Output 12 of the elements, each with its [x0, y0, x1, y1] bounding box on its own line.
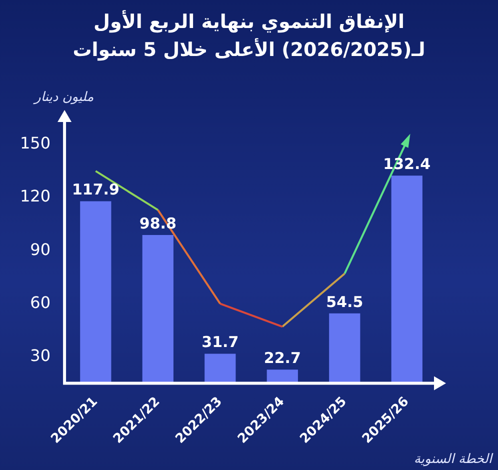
- y-axis-title: مليون دينار: [32, 90, 94, 105]
- chart-title: الإنفاق التنموي بنهاية الربع الأول لـ(2026/2025) الأعلى خلال 5 سنوات: [72, 9, 426, 63]
- data-label: 31.7: [202, 333, 239, 352]
- x-axis-title: الخطة السنوية: [414, 452, 494, 467]
- data-label: 54.5: [326, 292, 364, 311]
- y-tick-label: 90: [30, 240, 51, 259]
- y-tick-label: 60: [30, 292, 51, 312]
- data-label: 117.9: [72, 180, 120, 199]
- data-label: 22.7: [264, 349, 301, 368]
- y-tick-label: 30: [30, 346, 51, 365]
- y-tick-label: 120: [20, 186, 51, 206]
- y-tick-label: 150: [20, 134, 51, 153]
